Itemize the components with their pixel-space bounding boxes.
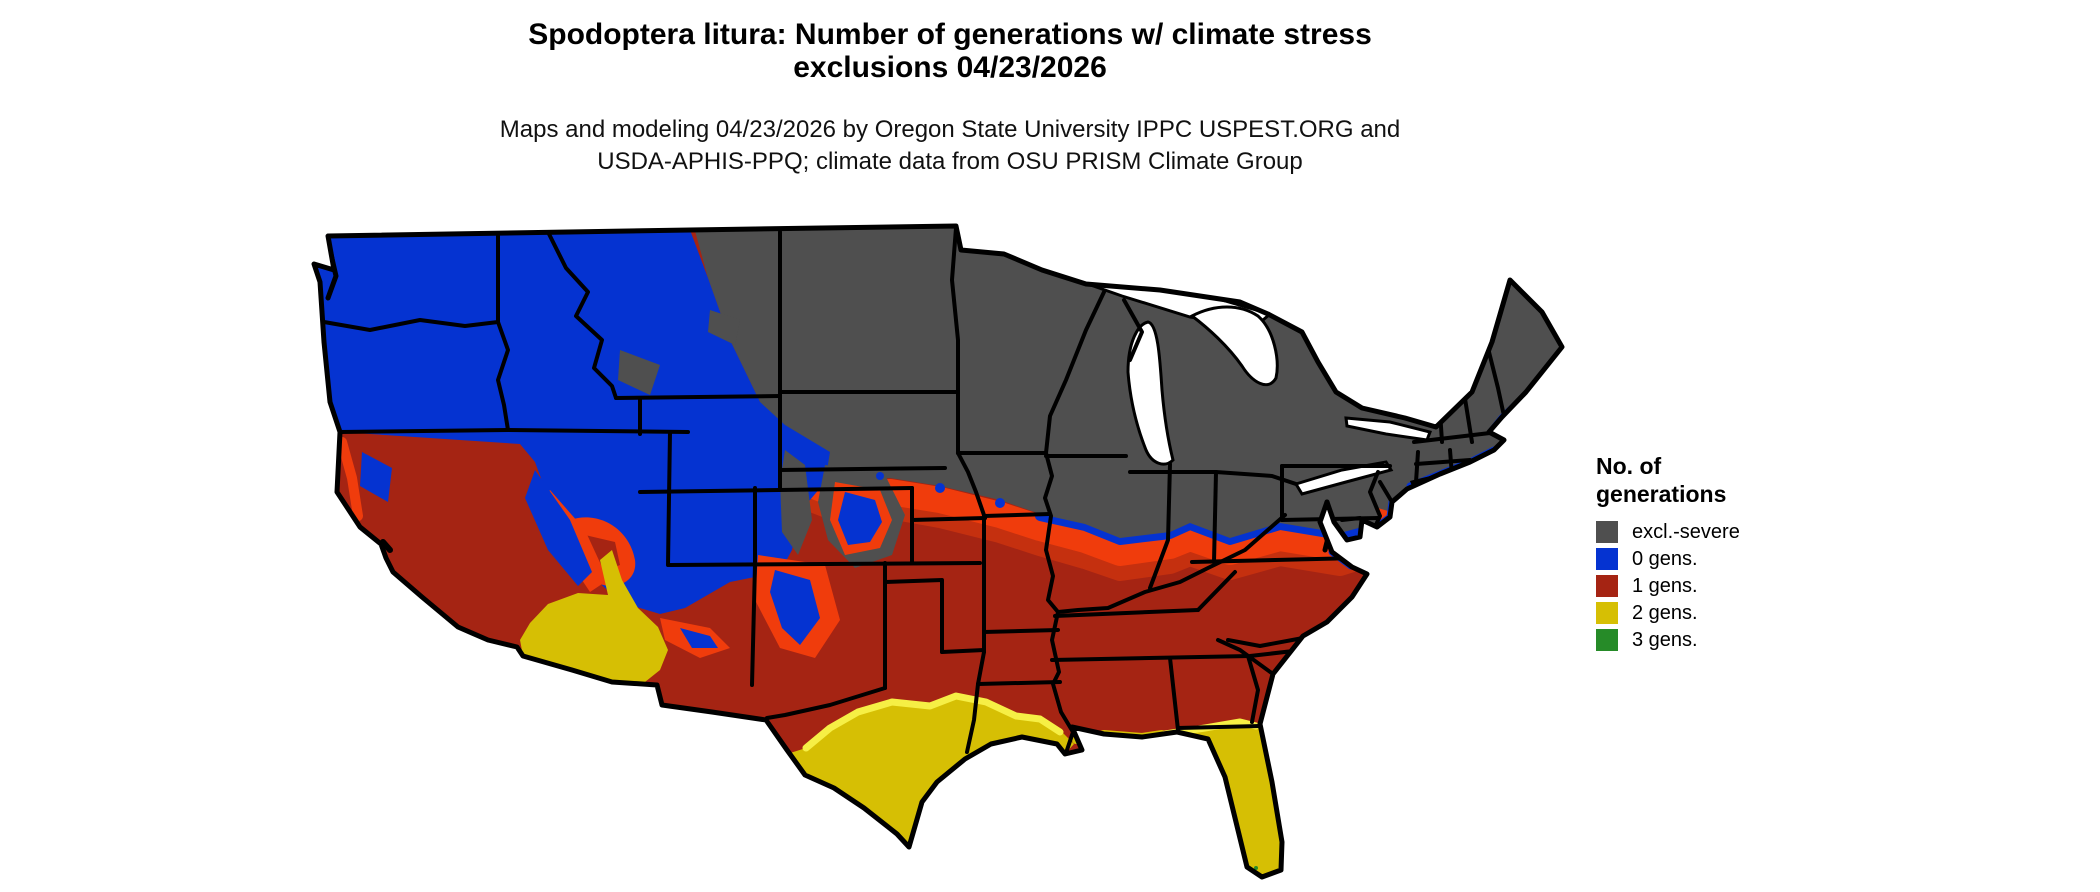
lake-erie — [1293, 460, 1394, 496]
norcal-blue-patch — [360, 452, 392, 502]
us-generations-map — [240, 220, 1580, 892]
blue-speck — [876, 472, 884, 480]
idaho-gray-patch — [618, 350, 660, 395]
norcal-coast-orange — [337, 437, 363, 521]
region-2-gens-texas-gulf — [787, 696, 1074, 847]
lake-huron — [1189, 305, 1279, 387]
legend-swatch — [1596, 601, 1618, 624]
legend-title: No. of generations — [1596, 452, 1896, 508]
legend-items: excl.-severe 0 gens. 1 gens. 2 gens. 3 g… — [1596, 518, 1896, 653]
region-2-gens-florida — [1162, 720, 1282, 877]
region-2-gens-arizona — [520, 550, 668, 682]
sierra-blue-wedge — [525, 470, 592, 586]
colorado-blue-core — [838, 492, 882, 545]
region-0-gens-west — [314, 230, 830, 614]
legend-title-line2: generations — [1596, 481, 1727, 507]
us-map-svg — [311, 223, 1565, 880]
legend-item: 3 gens. — [1596, 626, 1896, 653]
map-subtitle-line1: Maps and modeling 04/23/2026 by Oregon S… — [499, 116, 1401, 143]
montana-gray-patch — [708, 310, 740, 345]
legend-swatch — [1596, 547, 1618, 570]
map-subtitle-line2: USDA-APHIS-PPQ; climate data from OSU PR… — [597, 148, 1303, 175]
legend-item-label: 0 gens. — [1632, 547, 1698, 570]
legend-swatch — [1596, 628, 1618, 651]
legend-swatch — [1596, 574, 1618, 597]
lake-michigan — [1126, 320, 1175, 466]
legend-item: 0 gens. — [1596, 545, 1896, 572]
new-mexico-blue-core — [770, 570, 820, 645]
legend-item: 2 gens. — [1596, 599, 1896, 626]
legend-item-label: excl.-severe — [1632, 520, 1740, 543]
legend-item: 1 gens. — [1596, 572, 1896, 599]
blue-speck — [935, 483, 945, 493]
map-title-line2: exclusions 04/23/2026 — [793, 51, 1107, 84]
utah-gray-blob — [780, 450, 812, 555]
legend: No. of generations excl.-severe 0 gens. … — [1596, 452, 1896, 653]
legend-item-label: 2 gens. — [1632, 601, 1698, 624]
legend-item: excl.-severe — [1596, 518, 1896, 545]
legend-swatch — [1596, 520, 1618, 543]
mogollon-blue-sliver — [680, 628, 718, 648]
legend-title-line1: No. of — [1596, 453, 1662, 479]
map-title: Spodoptera litura: Number of generations… — [0, 18, 1900, 84]
map-title-line1: Spodoptera litura: Number of generations… — [528, 18, 1372, 51]
texas-pale-yellow-fringe — [802, 692, 1064, 752]
us-outline — [311, 223, 1565, 880]
blue-speck — [995, 498, 1005, 508]
transition-orange-band — [772, 462, 1405, 566]
map-subtitle: Maps and modeling 04/23/2026 by Oregon S… — [0, 114, 1900, 178]
legend-item-label: 1 gens. — [1632, 574, 1698, 597]
legend-item-label: 3 gens. — [1632, 628, 1698, 651]
